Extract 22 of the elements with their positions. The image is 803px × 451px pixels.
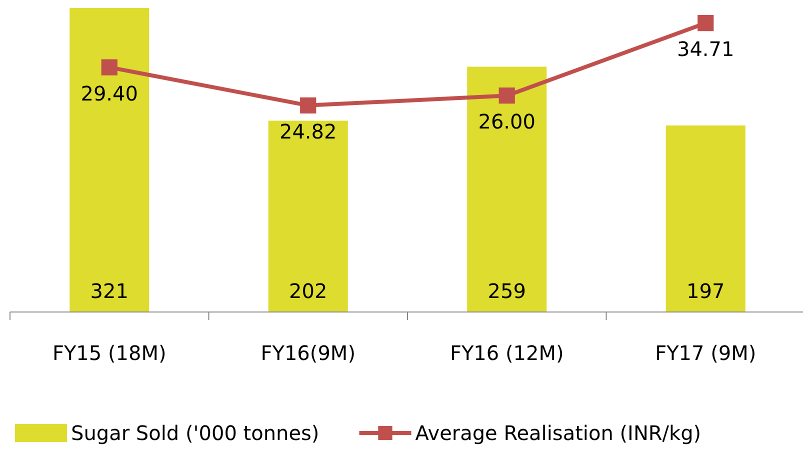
point xyxy=(300,97,316,114)
data-label: 34.71 xyxy=(676,37,734,62)
x-tick-label: FY16(9M) xyxy=(260,341,356,365)
data-label: 26.00 xyxy=(478,110,536,134)
bar xyxy=(70,8,150,312)
bar xyxy=(467,66,547,312)
data-label: 29.40 xyxy=(80,81,138,106)
x-tick-label: FY17 (9M) xyxy=(655,341,756,365)
point xyxy=(498,88,515,104)
data-label: 197 xyxy=(686,279,725,303)
data-label: 321 xyxy=(90,279,128,303)
point xyxy=(101,59,118,76)
x-tick-label: FY16 (12M) xyxy=(450,341,564,365)
data-label: 24.82 xyxy=(279,119,337,144)
data-label: 259 xyxy=(488,279,526,303)
data-label: 202 xyxy=(289,279,328,303)
bar xyxy=(666,125,746,312)
point xyxy=(698,15,714,32)
bar xyxy=(268,120,348,312)
legend-label: Average Realisation (INR/kg) xyxy=(415,421,702,445)
legend-label: Sugar Sold ('000 tonnes) xyxy=(71,421,320,445)
x-tick-label: FY15 (18M) xyxy=(52,341,166,365)
